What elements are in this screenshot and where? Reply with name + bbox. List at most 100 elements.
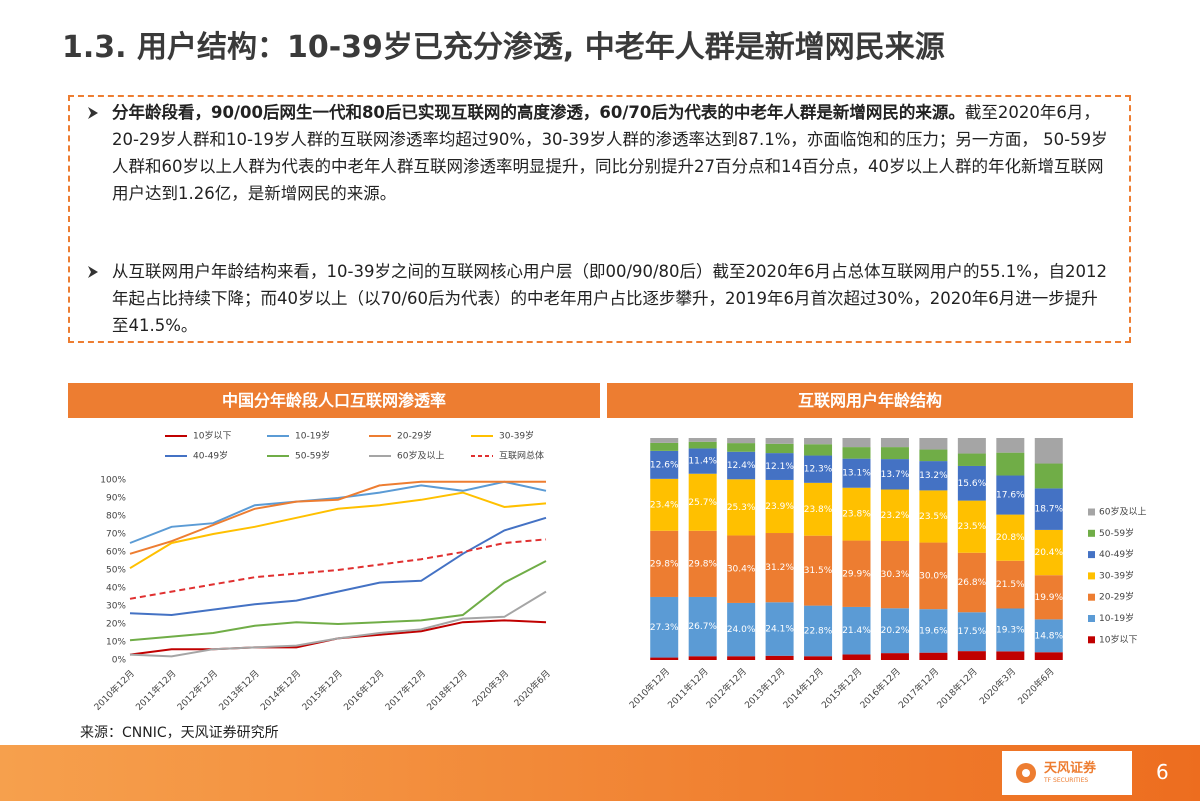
data-label: 12.6% (650, 460, 679, 470)
legend-label: 50-59岁 (295, 450, 330, 462)
y-tick-label: 0% (112, 656, 127, 666)
bar-segment (804, 535, 833, 606)
series-line (129, 560, 547, 642)
bar-segment (996, 452, 1025, 476)
bar-segment (842, 458, 871, 488)
data-label: 13.7% (881, 470, 910, 480)
legend-label: 40-49岁 (193, 450, 228, 462)
bar-segment (765, 602, 794, 656)
bar-segment (804, 482, 833, 536)
bar-segment (1034, 619, 1063, 653)
bar-segment (919, 461, 948, 491)
legend-label: 10岁以下 (1099, 633, 1137, 645)
bar-segment (996, 514, 1025, 561)
data-label: 12.4% (727, 461, 756, 471)
bullet: 从互联网用户年龄结构来看，10-39岁之间的互联网核心用户层（即00/90/80… (112, 258, 1112, 339)
y-tick-label: 100% (100, 476, 126, 486)
bar-segment (957, 612, 986, 652)
bar-segment (842, 438, 871, 448)
logo-icon (1016, 763, 1036, 783)
data-label: 23.9% (765, 502, 794, 512)
page-number: 6 (1156, 760, 1169, 784)
data-label: 13.2% (919, 471, 948, 481)
bar-segment (1034, 463, 1063, 489)
bar-segment (1034, 488, 1063, 530)
legend-swatch (1088, 508, 1095, 516)
bar-segment (650, 657, 679, 660)
bar-segment (765, 453, 794, 480)
data-label: 18.7% (1034, 505, 1063, 515)
x-tick-label: 2016年12月 (857, 665, 903, 711)
x-tick-label: 2014年12月 (258, 667, 304, 713)
legend-swatch (1088, 615, 1095, 622)
bar-segment (1034, 438, 1063, 464)
bar-segment (1034, 652, 1063, 660)
bar-segment (996, 651, 1025, 660)
data-label: 11.4% (688, 457, 717, 467)
data-label: 13.1% (842, 469, 871, 479)
series-line (129, 480, 547, 544)
legend-label: 互联网总体 (499, 450, 544, 462)
bar-segment (1034, 529, 1063, 576)
bar-segment (804, 455, 833, 483)
legend-label: 20-29岁 (397, 430, 432, 442)
data-label: 24.0% (727, 625, 756, 635)
bar-segment (727, 451, 756, 480)
bar-segment (804, 438, 833, 445)
y-tick-label: 60% (106, 548, 126, 558)
data-label: 23.5% (958, 522, 987, 532)
x-tick-label: 2015年12月 (299, 667, 345, 713)
bar-segment (650, 478, 679, 531)
y-tick-label: 10% (106, 638, 126, 648)
data-label: 23.8% (842, 510, 871, 520)
legend-swatch (1088, 529, 1095, 537)
footer-bar (0, 745, 1200, 801)
data-label: 23.8% (804, 505, 833, 515)
data-label: 29.8% (650, 559, 679, 569)
data-label: 21.5% (996, 580, 1025, 590)
bar-segment (1034, 575, 1063, 620)
series-line (129, 480, 546, 555)
data-label: 17.5% (958, 627, 987, 637)
data-label: 27.3% (650, 623, 679, 633)
data-label: 31.2% (765, 563, 794, 573)
bar-segment (804, 656, 833, 660)
legend-label: 20-29岁 (1099, 591, 1134, 603)
bar-segment (727, 535, 756, 603)
bar-segment (650, 438, 679, 443)
bar-segment (880, 489, 909, 542)
bar-segment (996, 475, 1025, 515)
data-label: 20.4% (1034, 548, 1063, 558)
bar-segment (957, 438, 986, 454)
legend-swatch (1088, 551, 1095, 559)
data-label: 12.3% (804, 465, 833, 475)
bar-segment (842, 487, 871, 541)
legend-label: 40-49岁 (1099, 548, 1134, 560)
legend-label: 10-19岁 (295, 430, 330, 442)
data-label: 26.7% (688, 622, 717, 632)
bar-segment (688, 448, 717, 474)
bar-segment (688, 473, 717, 531)
y-tick-label: 20% (106, 620, 126, 630)
bar-segment (765, 438, 794, 444)
data-label: 30.4% (727, 565, 756, 575)
x-tick-label: 2015年12月 (819, 665, 865, 711)
bar-segment (880, 608, 909, 654)
bar-segment (880, 447, 909, 460)
bar-segment (650, 596, 679, 658)
x-tick-label: 2018年12月 (934, 665, 980, 711)
series-line (129, 538, 547, 600)
y-tick-label: 30% (106, 602, 126, 612)
x-tick-label: 2020年3月 (470, 667, 511, 708)
bar-segment (765, 533, 794, 603)
bar-segment (880, 653, 909, 660)
legend-label: 10岁以下 (193, 430, 231, 442)
bar-segment (919, 438, 948, 450)
bar-segment (727, 602, 756, 657)
x-tick-label: 2013年12月 (742, 665, 788, 711)
data-label: 26.8% (958, 578, 987, 588)
data-label: 31.5% (804, 566, 833, 576)
data-label: 20.2% (881, 626, 910, 636)
bar-segment (650, 442, 679, 451)
legend-swatch (1088, 572, 1095, 580)
